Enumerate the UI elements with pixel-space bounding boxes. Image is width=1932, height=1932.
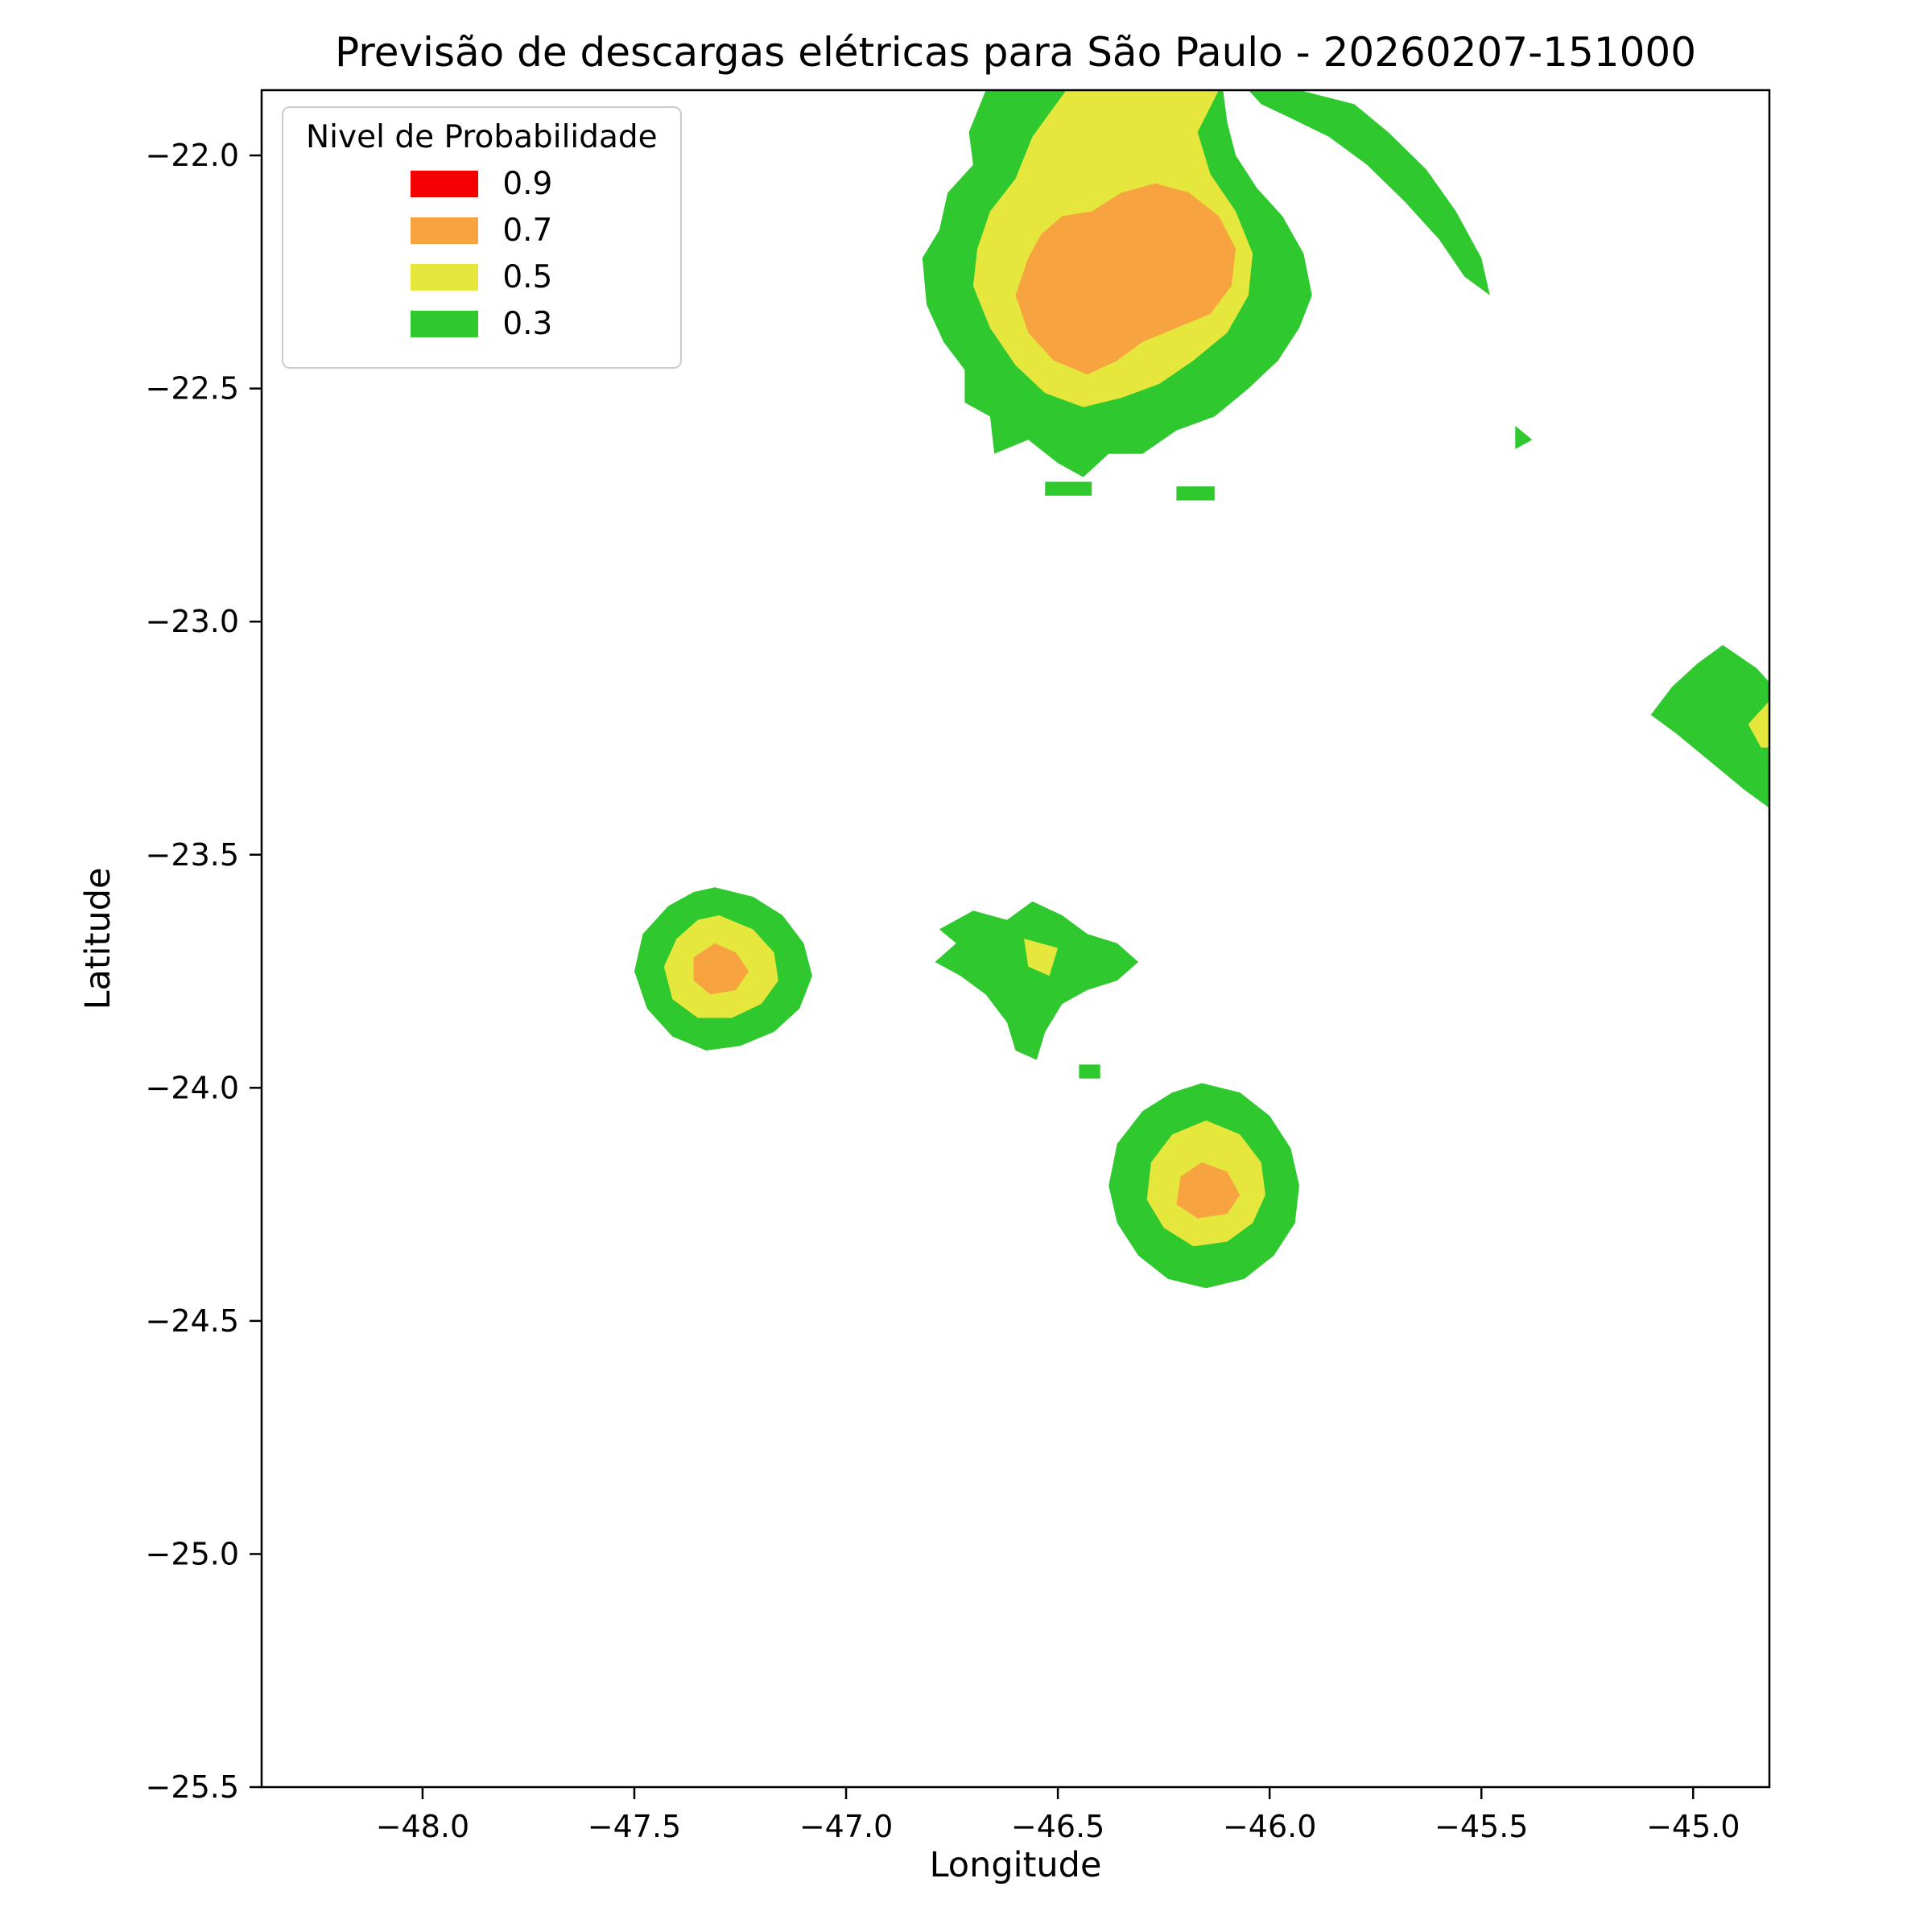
- x-tick-label: −45.0: [1646, 1809, 1740, 1844]
- x-tick-label: −46.0: [1223, 1809, 1316, 1844]
- contour-region-north-cell-dash-south-2: [1176, 486, 1215, 501]
- contour-region-central-cell-outer: [935, 901, 1139, 1060]
- y-tick-label: −23.5: [146, 837, 239, 873]
- legend-entry-label: 0.9: [502, 166, 553, 202]
- contour-region-south-cell-core: [1176, 1162, 1241, 1219]
- y-tick-label: −22.0: [146, 138, 239, 173]
- x-tick-label: −48.0: [376, 1809, 469, 1844]
- legend-entry: 0.7: [306, 213, 658, 249]
- legend-title: Nivel de Probabilidade: [306, 119, 658, 155]
- x-tick-label: −47.5: [588, 1809, 681, 1844]
- axes-frame: [260, 89, 1771, 1789]
- x-axis-label: Longitude: [929, 1845, 1102, 1885]
- legend-entries: 0.9 0.7 0.5 0.3: [306, 166, 658, 342]
- legend-swatch: [411, 171, 479, 197]
- legend-swatch: [411, 311, 479, 337]
- legend-entry-label: 0.7: [502, 213, 553, 249]
- y-tick-label: −24.0: [146, 1070, 239, 1105]
- y-tick-label: −25.0: [146, 1536, 239, 1571]
- contour-region-east-cell-outer: [1650, 645, 1769, 808]
- x-tick-label: −47.0: [799, 1809, 893, 1844]
- contour-region-central-cell-speck-south: [1079, 1064, 1100, 1079]
- contour-region-east-cell-mid: [1748, 700, 1769, 748]
- y-axis-label: Latitude: [78, 867, 118, 1010]
- legend-entry-label: 0.3: [502, 306, 553, 342]
- legend-entry: 0.9: [306, 166, 658, 202]
- legend-entry: 0.5: [306, 259, 658, 295]
- legend-entry: 0.3: [306, 306, 658, 342]
- legend-entry-label: 0.5: [502, 259, 553, 295]
- y-tick-label: −25.5: [146, 1769, 239, 1805]
- chart-title: Previsão de descargas elétricas para São…: [334, 29, 1697, 76]
- legend: Nivel de Probabilidade 0.9 0.7 0.5 0.3: [282, 106, 682, 369]
- contour-region-west-cell-core: [693, 943, 749, 995]
- contour-region-north-cell-speck-east: [1515, 426, 1533, 449]
- y-tick-label: −22.5: [146, 371, 239, 407]
- y-tick-label: −24.5: [146, 1303, 239, 1339]
- x-tick-label: −45.5: [1435, 1809, 1528, 1844]
- contour-region-north-cell-crescent: [1248, 90, 1490, 295]
- x-tick-label: −46.5: [1011, 1809, 1104, 1844]
- y-tick-label: −23.0: [146, 604, 239, 639]
- contour-region-central-cell-mid: [1024, 939, 1059, 976]
- contour-region-north-cell-core: [1015, 183, 1236, 375]
- legend-swatch: [411, 217, 479, 244]
- contour-region-north-cell-dash-south-1: [1045, 481, 1092, 496]
- legend-swatch: [411, 264, 479, 291]
